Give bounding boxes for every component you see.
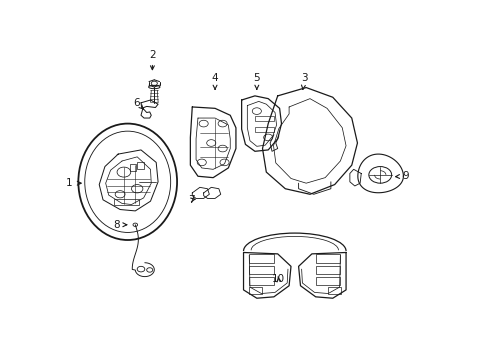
Text: 6: 6 bbox=[134, 98, 143, 109]
Text: 7: 7 bbox=[189, 195, 195, 205]
Text: 4: 4 bbox=[212, 73, 219, 89]
Text: 10: 10 bbox=[272, 274, 285, 284]
Text: 1: 1 bbox=[66, 178, 81, 188]
Text: 3: 3 bbox=[301, 73, 308, 89]
Text: 2: 2 bbox=[149, 50, 156, 70]
Text: 5: 5 bbox=[253, 73, 260, 89]
Text: 9: 9 bbox=[395, 171, 409, 181]
Text: 8: 8 bbox=[114, 220, 127, 230]
